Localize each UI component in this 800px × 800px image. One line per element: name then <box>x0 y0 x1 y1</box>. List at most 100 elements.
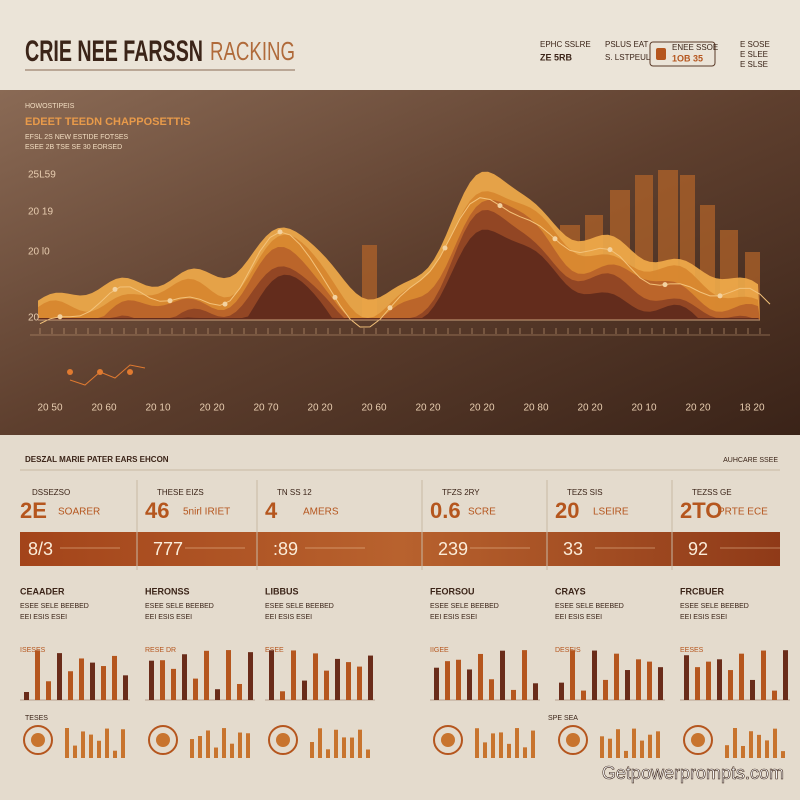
mini-bar <box>499 732 503 758</box>
mini-trend <box>69 364 146 386</box>
mini-bar <box>204 650 209 700</box>
mini-bar <box>269 650 274 700</box>
ring-core <box>156 733 170 747</box>
mini-bar <box>483 742 487 758</box>
mini-bar <box>97 740 101 758</box>
trend-dot <box>387 305 393 311</box>
mini-bar <box>475 728 479 758</box>
mini-bar <box>291 650 296 700</box>
mini-bar <box>570 650 575 700</box>
mini-bar <box>193 678 198 700</box>
mini-dot <box>97 369 103 375</box>
band-value: 777 <box>153 539 183 559</box>
y-label: 20 19 <box>28 207 53 218</box>
mini-bar <box>358 729 362 758</box>
mini-bar <box>783 650 788 700</box>
mini-bar <box>478 653 483 700</box>
x-label: 20 70 <box>253 403 278 414</box>
panel-line: ESEE SELE BEEBED <box>680 603 749 610</box>
x-label: 20 20 <box>469 403 494 414</box>
mini-bar <box>79 658 84 700</box>
x-label: 20 20 <box>685 403 710 414</box>
mini-bar <box>326 749 330 758</box>
ring-core <box>276 733 290 747</box>
mini-bar <box>160 660 165 700</box>
mini-bar <box>765 740 769 758</box>
ridge-layer <box>38 210 760 320</box>
y-label: 20 l0 <box>28 247 50 258</box>
mini-bar <box>368 655 373 700</box>
panel-line: EEI ESIS ESEI <box>680 614 727 621</box>
mini-bar <box>456 659 461 700</box>
title: CRIE NEE FARSSN <box>25 35 203 68</box>
x-label: 20 20 <box>307 403 332 414</box>
x-label: 20 50 <box>37 403 62 414</box>
mini-bar <box>324 670 329 700</box>
mini-bar <box>640 740 644 758</box>
meta-icon <box>656 48 666 60</box>
mini-bar <box>434 667 439 700</box>
mini-bar <box>648 734 652 758</box>
mini-bar <box>491 733 495 758</box>
card-unit: PRTE ECE <box>718 507 768 518</box>
mini-bar <box>248 652 253 700</box>
trend-dot <box>167 298 173 304</box>
ring <box>683 725 713 755</box>
panel-line: EEI ESIS ESEI <box>145 614 192 621</box>
card-value: 20 <box>555 498 579 523</box>
trend-dot <box>442 245 448 251</box>
card-unit: 5nirl IRIET <box>183 507 230 518</box>
mini-bar <box>57 653 62 700</box>
meta: E SOSE <box>740 40 770 49</box>
summary-title: DESZAL MARIE PATER EARS EHCON <box>25 455 169 464</box>
trend-line <box>39 197 771 328</box>
mini-bar <box>761 650 766 700</box>
mini-bar <box>581 690 586 700</box>
mini-bar <box>346 662 351 700</box>
card-unit: AMERS <box>303 507 339 518</box>
mini-bar <box>684 655 689 700</box>
mini-bar <box>522 650 527 700</box>
y-label: 20 <box>28 313 40 324</box>
card-label: THESE EIZS <box>157 488 204 497</box>
band-value: 92 <box>688 539 708 559</box>
card-value: 2E <box>20 498 47 523</box>
bottom-label: TESES <box>25 715 48 722</box>
meta: ENEE SSOE <box>672 43 718 52</box>
panels: CEAADER ESEE SELE BEEBED EEI ESIS ESEI ISES… <box>20 586 790 758</box>
mini-bar <box>592 650 597 700</box>
mini-bar <box>739 653 744 700</box>
meta: PSLUS EAT <box>605 40 649 49</box>
band-value: 239 <box>438 539 468 559</box>
mini-bar <box>280 691 285 700</box>
x-label: 20 10 <box>145 403 170 414</box>
mini-bar <box>507 743 511 758</box>
mini-bar <box>757 734 761 758</box>
mini-bar <box>222 728 226 758</box>
mini-bar <box>46 681 51 700</box>
card-label: TN SS 12 <box>277 488 312 497</box>
mini-bar <box>695 667 700 700</box>
mini-bar <box>366 749 370 758</box>
panel-title: FRCBUER <box>680 586 724 596</box>
mini-bar <box>101 666 106 700</box>
panel-title: CRAYS <box>555 586 586 596</box>
x-label: 20 80 <box>523 403 548 414</box>
card-unit: SCRE <box>468 507 496 518</box>
meta-box <box>649 41 716 67</box>
mini-bar <box>238 732 242 758</box>
mini-bar <box>603 679 608 700</box>
mini-bar <box>318 728 322 758</box>
mini-bar <box>313 653 318 700</box>
trend-dot <box>717 293 723 299</box>
panel-line: EEI ESIS ESEI <box>265 614 312 621</box>
mini-bar <box>559 682 564 700</box>
panel-line: ESEE SELE BEEBED <box>555 603 624 610</box>
ring-core <box>31 733 45 747</box>
card-value: 0.6 <box>430 498 461 523</box>
trend-dot <box>552 236 558 242</box>
x-label: 20 20 <box>199 403 224 414</box>
mini-bar <box>357 666 362 700</box>
mini-bar <box>182 654 187 700</box>
